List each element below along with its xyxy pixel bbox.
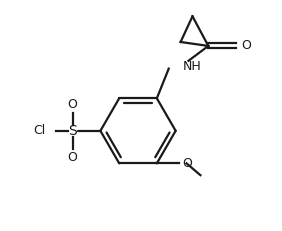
Text: Cl: Cl	[34, 124, 46, 137]
Text: S: S	[68, 124, 77, 138]
Text: O: O	[68, 98, 78, 111]
Text: NH: NH	[182, 60, 201, 73]
Text: O: O	[182, 157, 192, 170]
Text: O: O	[241, 40, 251, 52]
Text: O: O	[68, 151, 78, 164]
